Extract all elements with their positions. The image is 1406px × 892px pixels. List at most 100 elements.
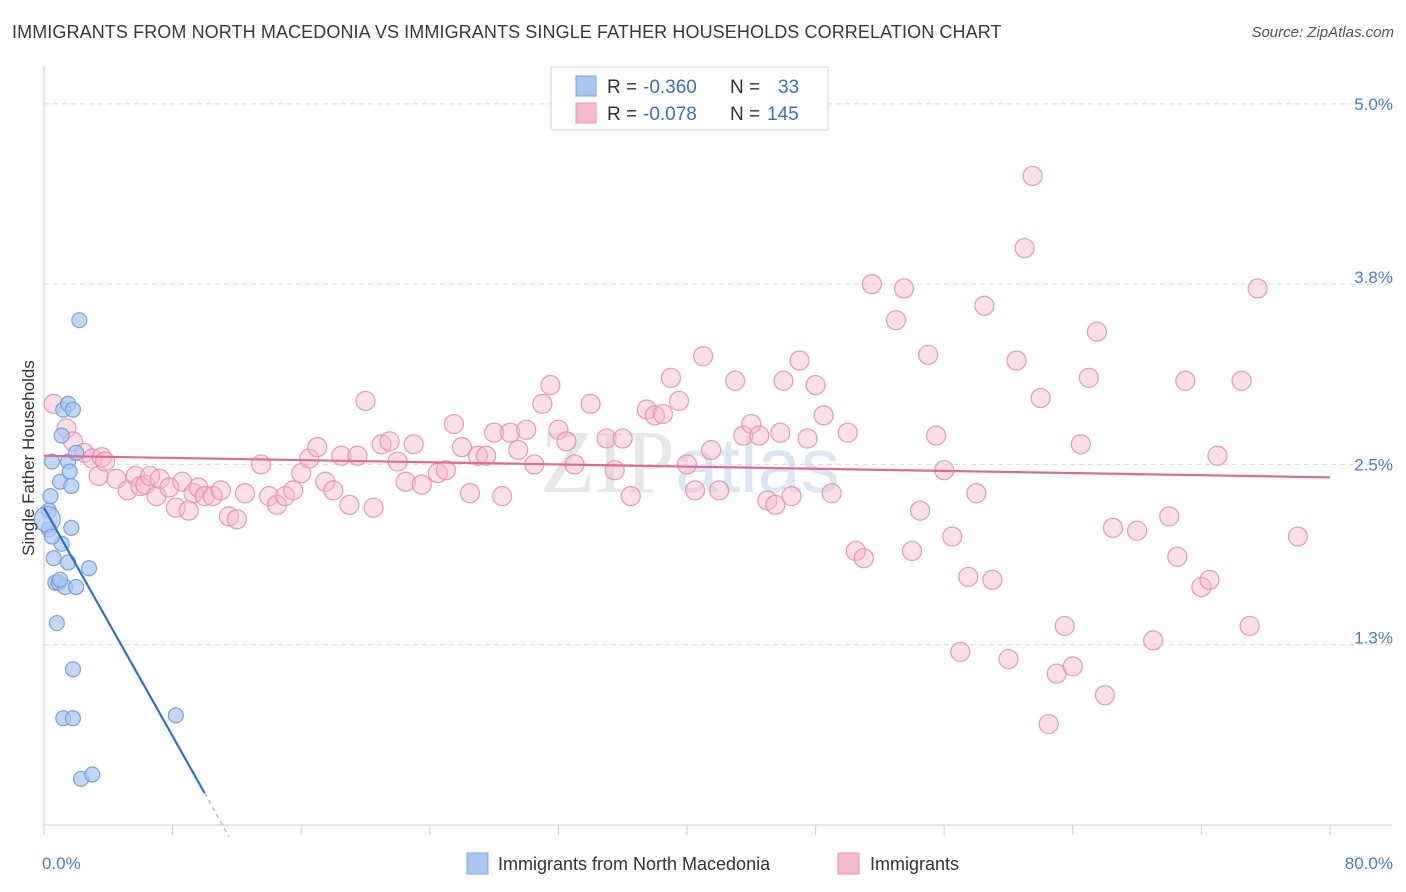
immigrants-point-46: [403, 434, 424, 455]
immigrants-point-115: [1030, 387, 1051, 409]
immigrants-point-90: [797, 428, 818, 449]
immigrants-point-117: [1054, 615, 1075, 637]
immigrants-point-89: [789, 350, 810, 371]
immigrants-point-88: [781, 486, 802, 507]
x-tick-label-0: 0.0%: [42, 854, 81, 873]
immigrants-point-58: [508, 439, 529, 461]
north-macedonia-point-29: [167, 707, 184, 724]
immigrants-point-111: [998, 649, 1019, 670]
immigrants-point-81: [725, 370, 746, 391]
north-macedonia-trend-extension: [204, 792, 230, 837]
legend-box: [550, 66, 829, 131]
x-tick-label-1: 80.0%: [1345, 854, 1393, 873]
immigrants-point-47: [411, 474, 432, 495]
immigrants-point-103: [926, 425, 947, 446]
immigrants-point-91: [805, 374, 826, 396]
immigrants-point-40: [347, 445, 368, 466]
immigrants-point-131: [1207, 445, 1228, 466]
watermark-atlas: atlas: [675, 421, 840, 509]
series-swatch-north-macedonia: [466, 852, 489, 875]
source-label: Source: ZipAtlas.com: [1251, 24, 1394, 41]
immigrants-point-97: [861, 274, 882, 295]
legend-swatch-blue: [575, 75, 597, 97]
immigrants-point-87: [773, 370, 794, 391]
north-macedonia-point-20: [64, 401, 82, 418]
immigrants-point-70: [620, 486, 641, 507]
immigrants-point-137: [363, 497, 384, 518]
immigrants-point-129: [1191, 576, 1212, 598]
immigrants-point-121: [1086, 321, 1108, 342]
north-macedonia-point-19: [63, 519, 80, 536]
north-macedonia-point-2: [42, 488, 59, 505]
immigrants-point-68: [604, 460, 625, 481]
immigrants-point-42: [371, 434, 392, 455]
immigrants-point-17: [165, 497, 186, 518]
immigrants-point-128: [1175, 370, 1196, 391]
immigrants-point-74: [660, 367, 682, 388]
immigrants-point-19: [178, 500, 199, 521]
immigrants-point-54: [475, 445, 497, 466]
immigrants-point-112: [1006, 350, 1027, 371]
immigrants-point-30: [266, 494, 288, 515]
chart-title: IMMIGRANTS FROM NORTH MACEDONIA VS IMMIG…: [12, 22, 1002, 42]
immigrants-point-122: [1094, 685, 1116, 706]
immigrants-point-77: [684, 480, 706, 501]
immigrants-point-69: [612, 428, 633, 449]
tick-labels: 1.3% 2.5% 3.8% 5.0% 0.0% 80.0%: [42, 95, 1393, 873]
immigrants-point-109: [974, 295, 995, 316]
immigrants-point-132: [1231, 370, 1252, 391]
immigrants-point-127: [1167, 546, 1188, 567]
immigrants-point-95: [845, 540, 866, 562]
immigrants-point-114: [1022, 165, 1043, 187]
north-macedonia-point-17: [61, 463, 78, 480]
immigrants-point-45: [395, 471, 416, 492]
north-macedonia-point-23: [68, 444, 85, 461]
north-macedonia-point-24: [68, 578, 85, 596]
immigrants-point-43: [379, 431, 400, 452]
immigrants-point-92: [813, 405, 834, 426]
north-macedonia-point-22: [64, 710, 82, 727]
immigrants-point-52: [459, 483, 481, 504]
north-macedonia-point-4: [45, 550, 62, 567]
immigrants-point-108: [966, 483, 987, 504]
immigrants-point-48: [427, 462, 448, 484]
immigrants-point-133: [1239, 615, 1260, 637]
immigrants-point-51: [451, 437, 473, 458]
immigrants-point-106: [950, 641, 971, 663]
trend-lines: [43, 454, 1331, 837]
legend-r-label-1: R =: [607, 77, 637, 98]
north-macedonia-points: [33, 312, 184, 787]
immigrants-point-98: [885, 310, 907, 331]
immigrants-point-82: [733, 425, 754, 446]
immigrants-point-63: [548, 419, 569, 440]
immigrants-point-34: [299, 448, 320, 469]
north-macedonia-point-26: [80, 560, 98, 577]
immigrants-point-53: [467, 445, 489, 466]
immigrants-point-118: [1062, 656, 1083, 677]
y-axis-title: Single Father Households: [19, 360, 38, 556]
immigrants-point-125: [1143, 630, 1164, 651]
immigrants-point-76: [676, 454, 698, 475]
immigrants-point-79: [701, 439, 722, 461]
immigrants-point-24: [210, 480, 231, 501]
immigrants-point-72: [644, 405, 665, 426]
immigrants-point-120: [1078, 367, 1099, 388]
immigrants-point-41: [355, 390, 376, 412]
immigrants-point-107: [958, 566, 979, 588]
immigrants-point-78: [692, 346, 714, 367]
legend-n-value-2: 145: [767, 104, 799, 125]
immigrants-point-57: [500, 422, 521, 443]
immigrants-point-35: [307, 437, 328, 458]
immigrants-point-16: [159, 477, 180, 498]
north-macedonia-point-27: [84, 766, 101, 783]
immigrants-point-84: [749, 425, 770, 446]
immigrants-point-80: [709, 480, 730, 501]
north-macedonia-point-18: [63, 477, 80, 495]
legend-swatch-pink: [575, 102, 597, 124]
immigrants-point-83: [741, 413, 762, 435]
immigrants-point-59: [516, 419, 537, 440]
immigrants-point-49: [435, 460, 456, 481]
immigrants-point-64: [556, 431, 577, 452]
north-macedonia-point-6: [48, 614, 65, 632]
immigrants-point-100: [901, 540, 923, 562]
